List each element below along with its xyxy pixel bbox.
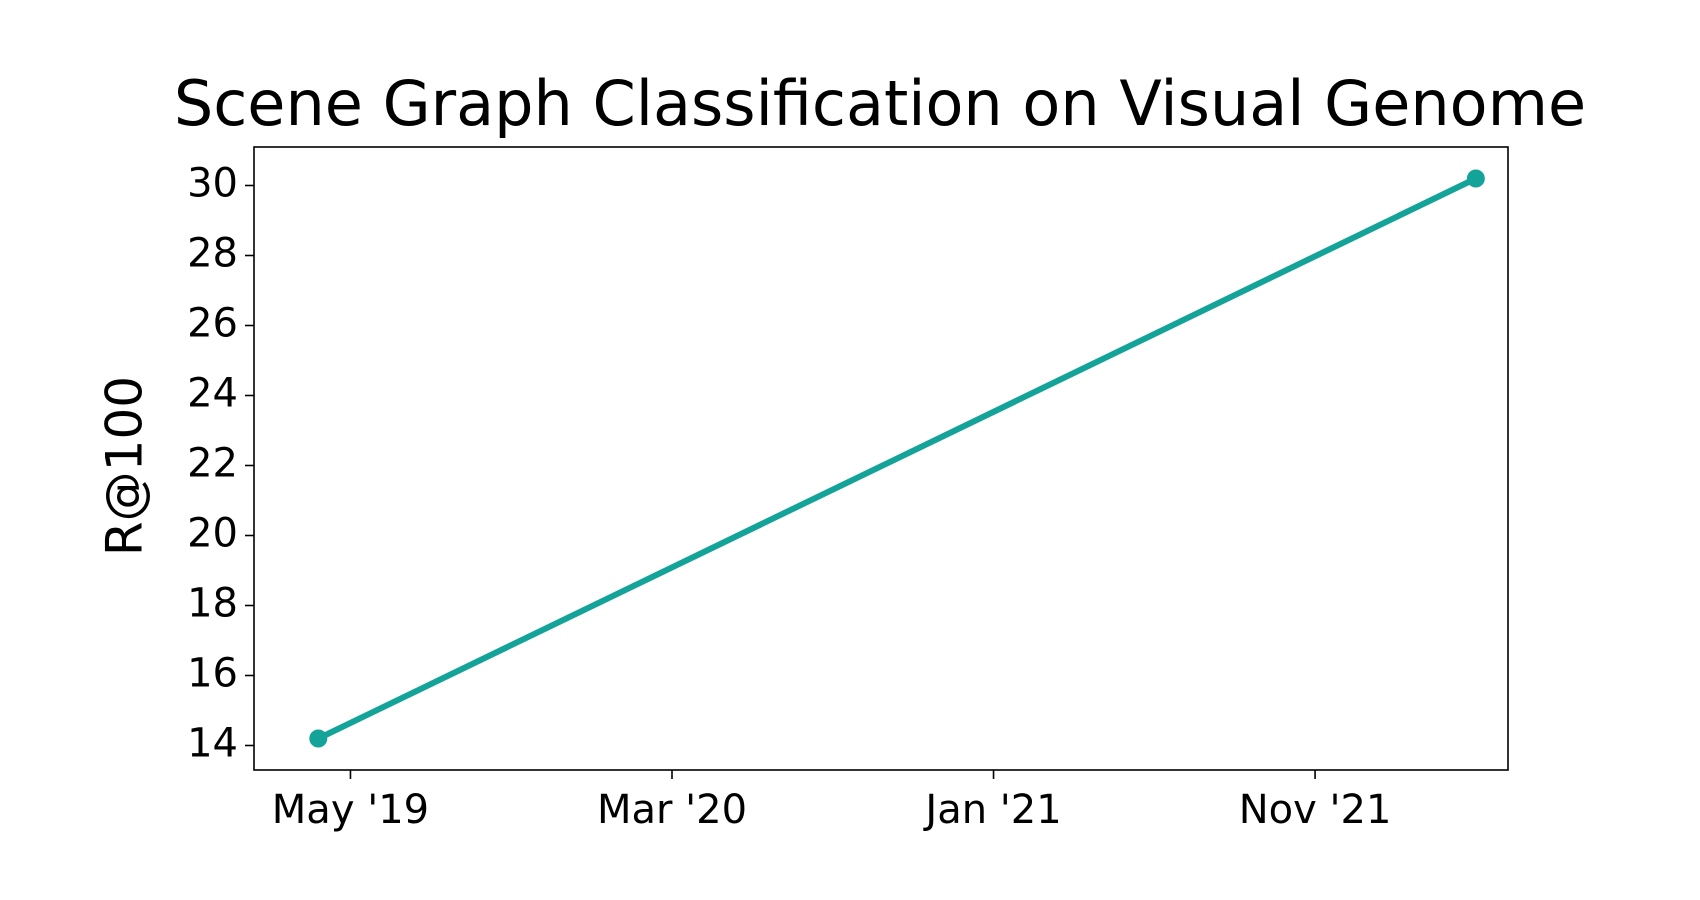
x-tick-label: Mar '20 [597,787,747,833]
point [1466,169,1485,188]
y-tick-label: 28 [187,231,238,277]
y-tick-label: 30 [187,161,238,207]
y-tick-label: 24 [187,371,238,417]
x-tick-label: Jan '21 [922,787,1061,833]
y-tick-label: 26 [187,301,238,347]
y-tick-label: 20 [187,511,238,557]
x-tick-label: Nov '21 [1239,787,1392,833]
y-tick-label: 14 [187,721,238,767]
point [309,729,328,748]
chart-title: Scene Graph Classification on Visual Gen… [174,67,1586,140]
line [317,175,1478,742]
y-axis-label: R@100 [96,376,154,556]
x-tick-label: May '19 [272,787,429,833]
y-tick-label: 22 [187,441,238,487]
plot-frame [253,146,1509,771]
y-tick-label: 18 [187,581,238,627]
y-tick-label: 16 [187,651,238,697]
